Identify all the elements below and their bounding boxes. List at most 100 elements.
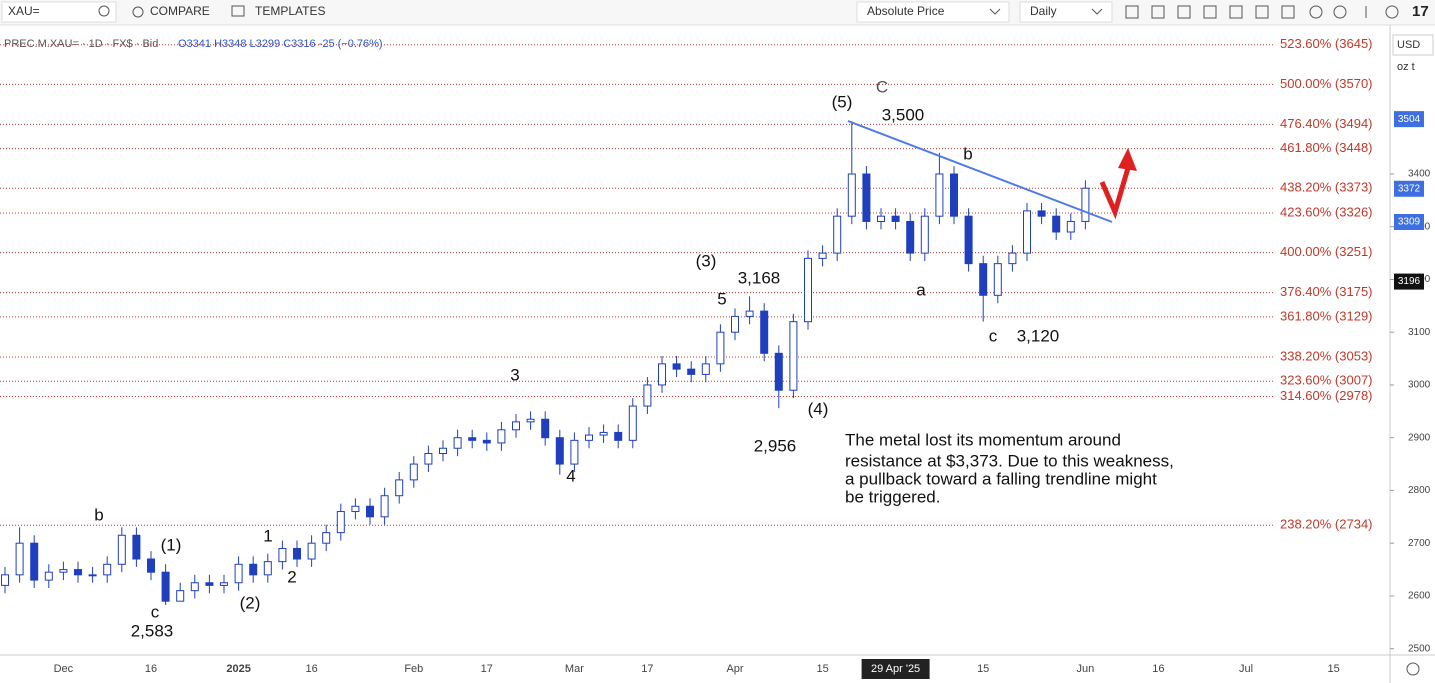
- candle-body: [1037, 210, 1046, 217]
- candle-body: [409, 463, 418, 481]
- candle-body: [906, 220, 915, 254]
- currency: USD: [1397, 39, 1420, 51]
- candle-body: [366, 505, 374, 518]
- symbol-box[interactable]: [1, 1, 117, 23]
- tool-icons[interactable]: [1125, 5, 1399, 19]
- candle-body: [161, 571, 170, 602]
- settings-icon[interactable]: [1406, 662, 1420, 676]
- wave-label: b: [94, 505, 103, 524]
- candle-body: [176, 590, 185, 602]
- fib-label: 376.40% (3175): [1280, 284, 1373, 299]
- candle-body: [950, 173, 958, 217]
- candle-body: [395, 479, 404, 497]
- candle-body: [497, 429, 506, 444]
- wave-label: b: [963, 144, 972, 163]
- candle-body: [891, 215, 900, 222]
- wave-label: a: [916, 280, 926, 299]
- candle-body: [205, 582, 214, 586]
- candle-body: [585, 434, 593, 441]
- candle-body: [351, 505, 360, 513]
- candle-body: [132, 534, 141, 560]
- y-tick-label: 2900: [1408, 432, 1431, 443]
- compare-button[interactable]: COMPARE: [150, 4, 210, 18]
- currency-box[interactable]: [1392, 34, 1434, 56]
- search-icon[interactable]: [98, 5, 110, 17]
- candle-body: [818, 252, 827, 259]
- candle-body: [716, 331, 725, 365]
- wave-label: 2: [287, 567, 296, 586]
- fib-label: 238.20% (2734): [1280, 517, 1373, 532]
- wave-label: (5): [832, 92, 853, 111]
- x-tick-label: 15: [977, 663, 989, 675]
- x-tick-label: Feb: [404, 663, 423, 675]
- commentary-line: resistance at $3,373. Due to this weakne…: [845, 451, 1174, 470]
- candle-body: [731, 315, 739, 333]
- trendline: [847, 120, 1113, 223]
- wave-label: 4: [566, 466, 575, 485]
- price-tag: [1394, 111, 1424, 128]
- arrow: [1099, 167, 1131, 220]
- candle-body: [15, 542, 24, 576]
- candle-body: [847, 173, 856, 217]
- wave-label: C: [876, 77, 888, 96]
- candle-body: [307, 542, 316, 560]
- fib-label: 438.20% (3373): [1280, 180, 1373, 195]
- fib-label: 323.60% (3007): [1280, 373, 1373, 388]
- fib-label: 461.80% (3448): [1280, 140, 1373, 155]
- wave-label: (1): [161, 535, 182, 554]
- candle-body: [44, 571, 53, 581]
- candle-body: [1081, 187, 1090, 222]
- wave-label: 1: [263, 526, 272, 545]
- arrow-head: [1118, 148, 1137, 171]
- fib-label: 400.00% (3251): [1280, 244, 1373, 259]
- fib-label: 476.40% (3494): [1280, 116, 1373, 131]
- candle-body: [322, 532, 331, 544]
- fib-label: 361.80% (3129): [1280, 308, 1373, 323]
- candle-body: [804, 257, 812, 323]
- candle-body: [147, 558, 155, 573]
- price-tag-label: 3309: [1398, 217, 1421, 228]
- x-tick-label: 16: [305, 663, 317, 675]
- candle-body: [380, 495, 389, 518]
- fib-label: 523.60% (3645): [1280, 36, 1373, 51]
- candle-body: [570, 439, 579, 465]
- x-tick-label: 29 Apr '25: [871, 663, 920, 675]
- candle-body: [103, 563, 112, 576]
- fib-label: 500.00% (3570): [1280, 76, 1373, 91]
- x-tick-label: Dec: [54, 663, 74, 675]
- price-label: 3,168: [738, 268, 781, 287]
- price-mode-select[interactable]: [856, 1, 1010, 23]
- candle-body: [190, 582, 199, 592]
- price-label: 3,500: [882, 105, 925, 124]
- interval-select[interactable]: [1019, 1, 1113, 23]
- candle-body: [30, 542, 39, 581]
- candle-body: [453, 437, 462, 449]
- candle-body: [628, 405, 637, 441]
- symbol: XAU=: [8, 4, 40, 18]
- fib-label: 338.20% (3053): [1280, 348, 1373, 363]
- candle-body: [526, 418, 535, 423]
- unit: oz t: [1397, 61, 1415, 73]
- candle-body: [964, 215, 973, 265]
- candle-body: [862, 173, 871, 222]
- wave-label: (2): [240, 593, 261, 612]
- commentary-line: be triggered.: [845, 487, 940, 506]
- candle-body: [555, 437, 564, 465]
- price-tag: [1394, 213, 1424, 230]
- templates-icon: [231, 5, 245, 17]
- interval: Daily: [1030, 4, 1057, 18]
- templates-button[interactable]: TEMPLATES: [255, 4, 325, 18]
- candle-body: [293, 547, 301, 560]
- y-tick-label: 3100: [1408, 327, 1431, 338]
- fib-label: 423.60% (3326): [1280, 204, 1373, 219]
- candle-body: [599, 431, 608, 436]
- x-tick-label: Jun: [1077, 663, 1095, 675]
- x-tick-label: Jul: [1239, 663, 1253, 675]
- y-tick-label: 3400: [1408, 169, 1431, 180]
- dropdown-icon: [989, 8, 1001, 15]
- x-tick-label: 17: [481, 663, 493, 675]
- candle-body: [760, 310, 769, 354]
- y-tick-label: 2500: [1408, 643, 1431, 654]
- candle-body: [541, 418, 550, 439]
